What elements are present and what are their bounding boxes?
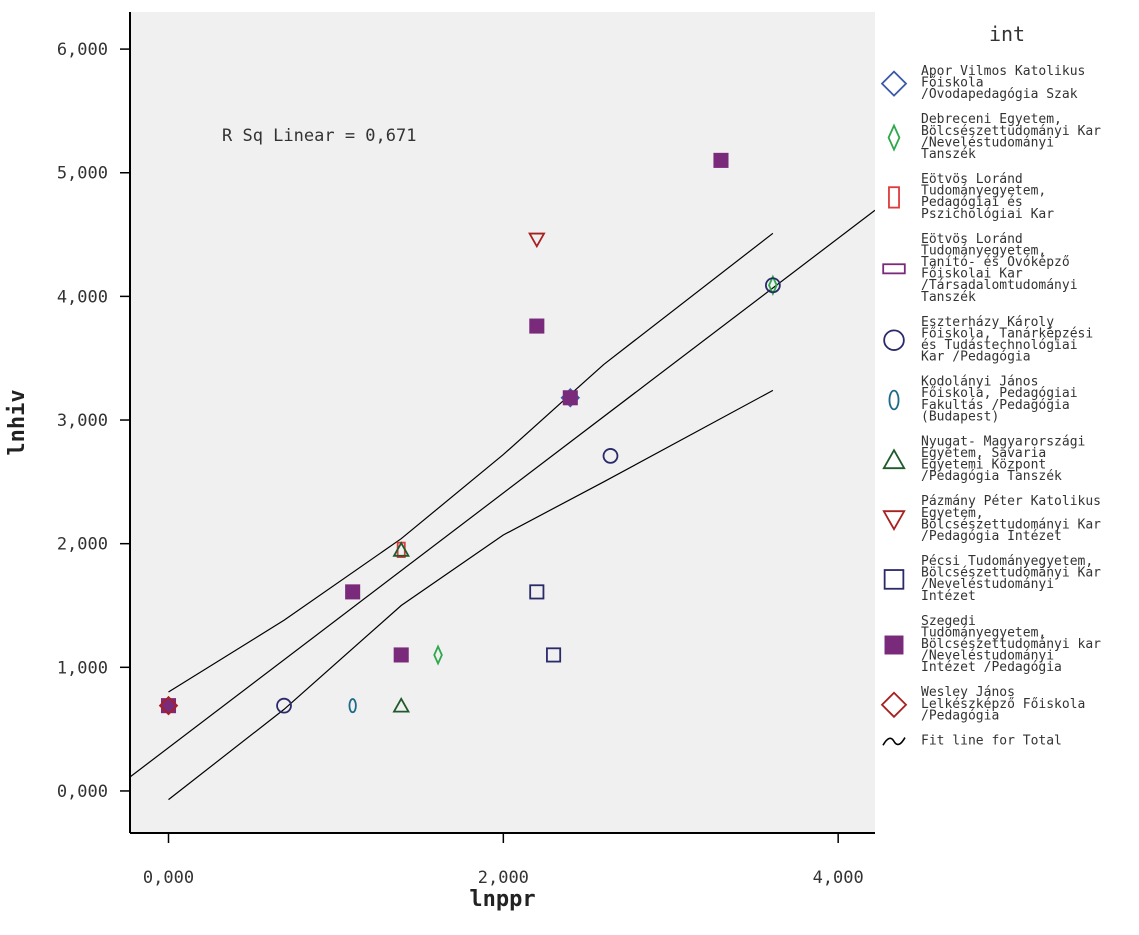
legend-entry-text: /Neveléstudományi — [921, 649, 1054, 664]
legend-entry-text: Tudományegyetem, — [921, 184, 1046, 199]
legend-entry-text: Intézet — [921, 589, 976, 604]
legend-entry-text: Bölcsészettudományi Kar — [921, 566, 1101, 581]
y-axis-title: lnhiv — [5, 389, 30, 455]
legend-entry-text: Apor Vilmos Katolikus — [921, 64, 1085, 79]
legend-entry-text: Pázmány Péter Katolikus — [921, 494, 1101, 509]
data-point — [768, 274, 778, 296]
legend-entry-text: /Óvodapedagógia Szak — [921, 86, 1078, 102]
data-point — [529, 584, 545, 600]
legend-entry-text: Pszichológiai Kar — [921, 207, 1054, 222]
data-point — [562, 390, 578, 406]
data-point — [160, 698, 177, 714]
data-point — [393, 647, 409, 663]
legend-entry-text: Egyetem, — [921, 506, 984, 521]
legend-entry-text: Kodolányi János — [921, 375, 1038, 390]
y-tick-label: 4,000 — [57, 287, 108, 307]
legend-marker — [880, 70, 908, 97]
legend-entry-text: Wesley János — [921, 685, 1015, 700]
fit-line-group — [130, 209, 875, 801]
legend-entry-text: Főiskola, Tanárképzési — [921, 326, 1093, 341]
y-tick-label: 0,000 — [57, 782, 108, 802]
legend-entry-text: /Neveléstudományi — [921, 135, 1054, 150]
x-tick-label: 0,000 — [143, 868, 194, 888]
x-axis-title: lnppr — [469, 887, 535, 912]
legend-entry-text: Fit line for Total — [921, 733, 1062, 748]
legend-entry-text: és Tudástechnológiai — [921, 338, 1078, 353]
data-point — [433, 644, 443, 666]
legend-entry-text: Fakultás /Pedagógia — [921, 398, 1070, 413]
fit-line — [130, 209, 875, 778]
legend: int Apor Vilmos KatolikusFőiskola/Óvodape… — [880, 22, 1101, 748]
legend-marker — [884, 635, 904, 655]
data-point — [158, 695, 179, 716]
legend-marker — [883, 329, 905, 351]
data-point — [546, 647, 562, 663]
legend-entry-text: Lelkészképző Főiskola — [921, 697, 1085, 712]
confidence-band-upper — [168, 232, 774, 693]
data-point — [529, 318, 545, 334]
legend-entry-text: Kar /Pedagógia — [921, 350, 1031, 365]
legend-entry-text: Egyetemi Központ — [921, 458, 1046, 473]
legend-entry-text: Eszterházy Károly — [921, 315, 1054, 330]
data-point — [528, 232, 546, 249]
legend-entry-text: Eötvös Loránd — [921, 172, 1023, 187]
data-points — [158, 152, 781, 716]
data-point — [602, 448, 619, 464]
legend-entry-text: /Társadalomtudományi — [921, 278, 1078, 293]
y-tick-label: 6,000 — [57, 40, 108, 60]
legend-entry-text: /Neveléstudományi — [921, 577, 1054, 592]
y-tick-label: 2,000 — [57, 535, 108, 555]
data-point — [713, 152, 729, 168]
legend-marker — [888, 389, 900, 411]
legend-entry-text: Tanszék — [921, 290, 976, 305]
legend-entry-text: Egyetem, Savaria — [921, 446, 1046, 461]
legend-entry-text: Nyugat- Magyarországi — [921, 434, 1085, 449]
legend-entry-text: /Pedagógia — [921, 708, 999, 723]
legend-marker — [883, 569, 905, 590]
legend-entry-text: Pécsi Tudományegyetem, — [921, 554, 1093, 569]
legend-marker — [882, 510, 906, 532]
legend-entry-text: Bölcsészettudományi Kar — [921, 517, 1101, 532]
data-point — [765, 277, 781, 294]
y-tick-label: 1,000 — [57, 658, 108, 678]
legend-entry-text: Tudományegyetem, — [921, 625, 1046, 640]
legend-entry-text: Főiskolai Kar — [921, 267, 1023, 282]
legend-marker — [880, 691, 908, 719]
r-squared-annotation: R Sq Linear = 0,671 — [222, 126, 416, 146]
x-tick-label: 4,000 — [813, 868, 864, 888]
legend-entry-text: Főiskola — [921, 76, 984, 91]
confidence-band-lower — [168, 389, 774, 801]
legend-entry-text: Intézet /Pedagógia — [921, 660, 1062, 675]
legend-title: int — [989, 22, 1025, 46]
legend-marker — [888, 186, 900, 209]
y-tick-label: 3,000 — [57, 411, 108, 431]
plot-background — [130, 12, 875, 833]
legend-entry-text: Bölcsészettudományi kar — [921, 637, 1101, 652]
data-point — [392, 697, 410, 713]
legend-entry-text: Főiskola, Pedagógiai — [921, 386, 1078, 401]
y-tick-label: 5,000 — [57, 164, 108, 184]
legend-entry-text: Tudományegyetem, — [921, 243, 1046, 258]
legend-marker — [882, 448, 906, 470]
data-point — [345, 584, 361, 600]
legend-entry-text: Bölcsészettudományi Kar — [921, 124, 1101, 139]
legend-marker — [882, 737, 906, 746]
x-tick-label: 2,000 — [478, 868, 529, 888]
legend-entry-text: (Budapest) — [921, 409, 999, 424]
data-point — [392, 541, 410, 557]
data-point — [348, 698, 357, 714]
legend-entry-text: Eötvös Loránd — [921, 232, 1023, 247]
legend-entry-text: Tanító- és Óvóképző — [921, 254, 1070, 270]
legend-marker — [887, 123, 901, 152]
legend-entry-text: /Pedagógia Tanszék — [921, 469, 1062, 484]
legend-entry-text: /Pedagógia Intézet — [921, 529, 1062, 544]
legend-entry-text: Debreceni Egyetem, — [921, 112, 1062, 127]
legend-entry-text: Pedagógiai és — [921, 195, 1023, 210]
legend-entry-text: Szegedi — [921, 614, 976, 629]
legend-marker — [882, 263, 906, 275]
data-point — [276, 697, 292, 714]
legend-entry-text: Tanszék — [921, 147, 976, 162]
